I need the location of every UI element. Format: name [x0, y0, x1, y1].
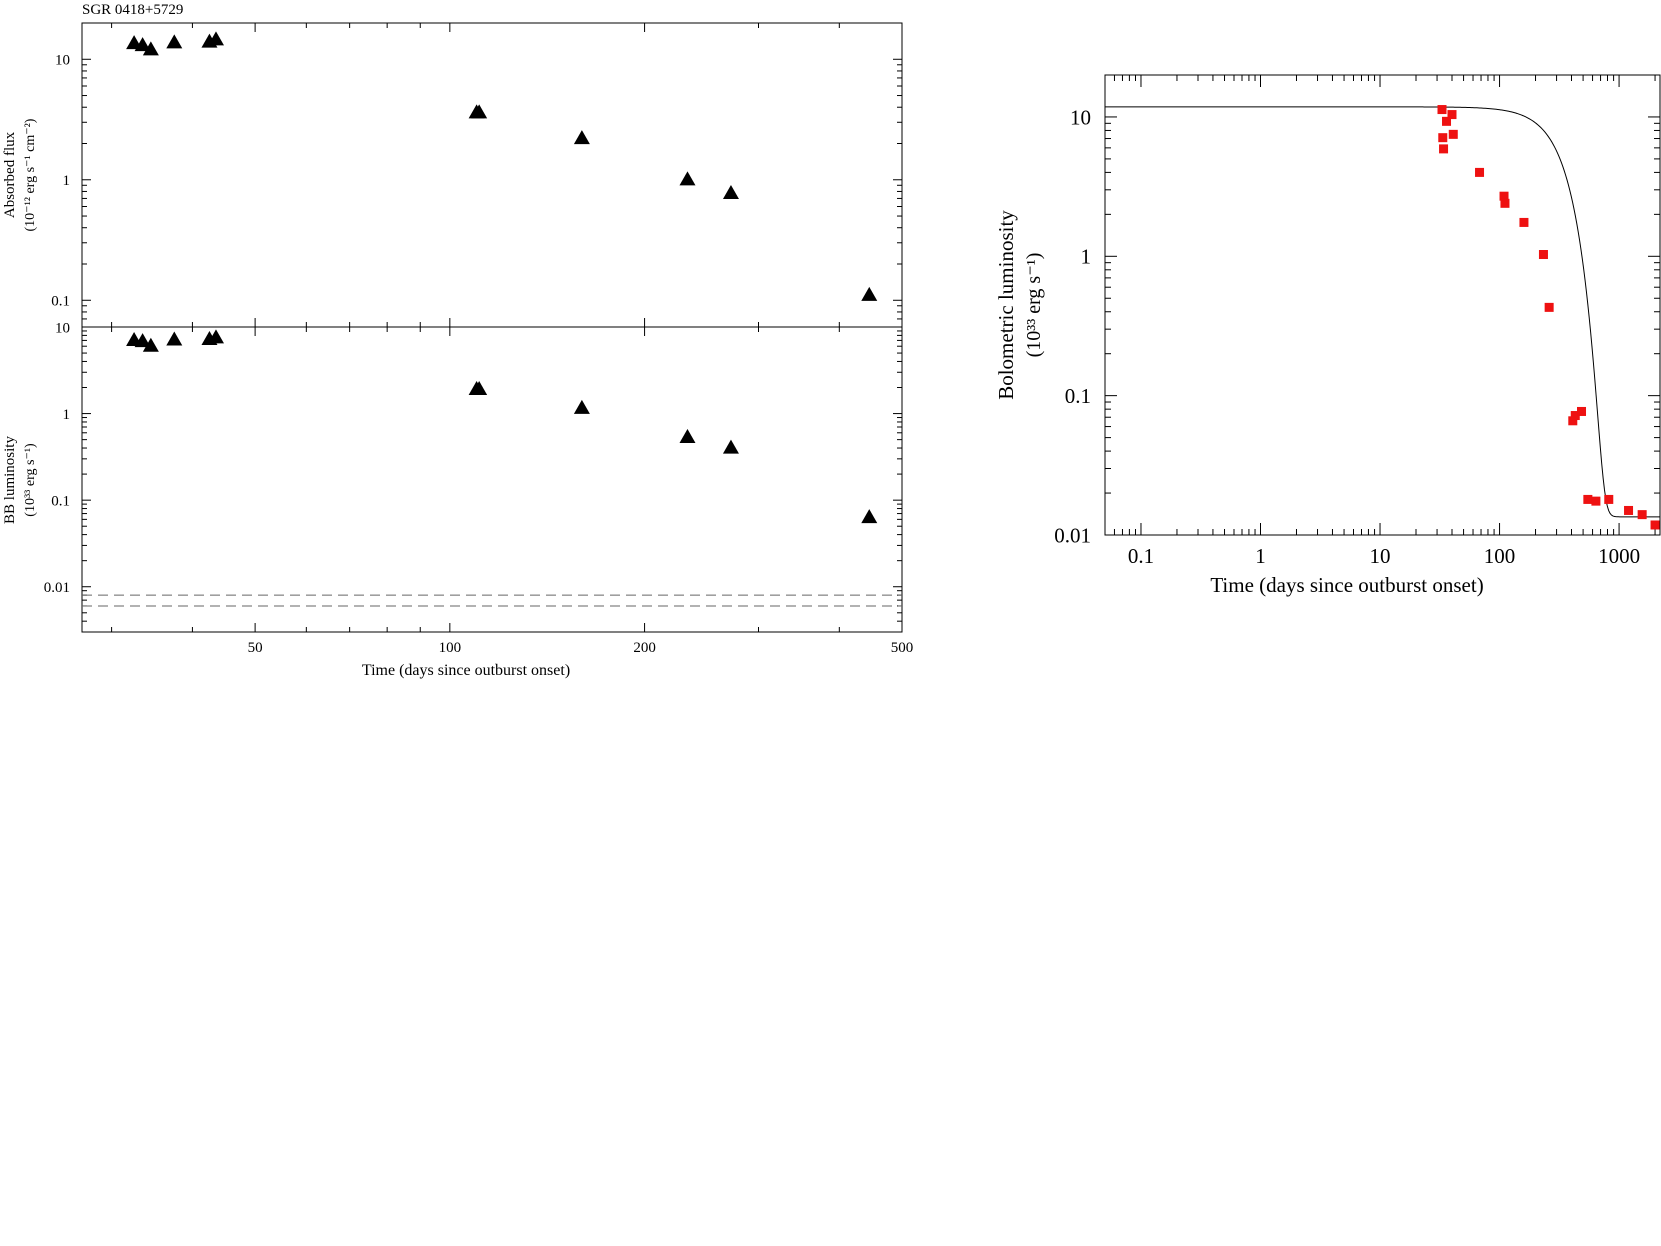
- data-point-square: [1447, 110, 1457, 120]
- data-point-square: [1442, 116, 1452, 126]
- data-point-square: [1544, 302, 1554, 312]
- data-point-triangle: [166, 34, 183, 49]
- bolometric-luminosity-panel: 10 1 0.1 0.01 0.1 1 10 100 1000 Bolometric lumi…: [994, 74, 1661, 597]
- x-tick-label: 1: [1255, 544, 1266, 568]
- data-point-square: [1519, 217, 1529, 227]
- data-point-triangle: [722, 185, 739, 200]
- x-tick-label: 500: [891, 640, 914, 656]
- bolometric-ylabel-units: (10³³ erg s⁻¹): [1023, 253, 1045, 358]
- x-tick-label: 100: [439, 640, 462, 656]
- data-point-square: [1591, 496, 1601, 506]
- data-point-triangle: [861, 286, 878, 301]
- bb-luminosity-ylabel: BB luminosity: [2, 436, 18, 524]
- data-point-triangle: [207, 31, 224, 46]
- data-point-square: [1568, 416, 1578, 426]
- data-point-square: [1538, 250, 1548, 260]
- right-xlabel: Time (days since outburst onset): [1210, 573, 1483, 597]
- data-point-square: [1570, 411, 1580, 421]
- data-point-triangle: [471, 104, 488, 119]
- x-tick-label: 1000: [1598, 544, 1640, 568]
- data-point-triangle: [166, 331, 183, 346]
- x-tick-label: 100: [1484, 544, 1516, 568]
- y-tick-label: 0.01: [44, 580, 70, 596]
- absorbed-flux-ylabel-units: (10⁻¹² erg s⁻¹ cm⁻²): [23, 118, 38, 231]
- data-point-square: [1499, 191, 1509, 201]
- data-point-square: [1624, 505, 1634, 515]
- data-point-square: [1650, 520, 1660, 530]
- x-tick-label: 10: [1370, 544, 1391, 568]
- y-tick-label: 1: [63, 173, 71, 189]
- y-tick-label: 0.1: [1065, 384, 1091, 408]
- data-point-triangle: [679, 171, 696, 186]
- data-point-square: [1439, 144, 1449, 154]
- y-tick-label: 0.1: [51, 294, 70, 310]
- data-point-square: [1437, 105, 1447, 115]
- data-point-triangle: [134, 37, 151, 52]
- bb-luminosity-panel: 10 1 0.1 0.01 50 100 200 500 BB luminosity (10…: [2, 320, 913, 679]
- bb-luminosity-ylabel-units: (10³³ erg s⁻¹): [23, 443, 38, 517]
- data-point-square: [1438, 133, 1448, 143]
- data-point-triangle: [861, 509, 878, 524]
- data-point-square: [1475, 167, 1485, 177]
- data-point-triangle: [722, 439, 739, 454]
- data-point-triangle: [142, 41, 159, 56]
- x-tick-label: 200: [633, 640, 656, 656]
- data-point-triangle: [142, 337, 159, 352]
- y-tick-label: 1: [63, 407, 71, 423]
- model-fit-curve: [1105, 106, 1660, 518]
- y-tick-label: 0.01: [1054, 523, 1091, 547]
- data-point-square: [1448, 129, 1458, 139]
- data-point-triangle: [471, 381, 488, 396]
- bolometric-frame: [1104, 74, 1661, 536]
- data-point-triangle: [573, 130, 590, 145]
- data-point-square: [1583, 494, 1593, 504]
- data-point-square: [1500, 198, 1510, 208]
- chart-title: SGR 0418+5729: [82, 2, 183, 18]
- y-tick-label: 0.1: [51, 493, 70, 509]
- bb-luminosity-frame: [81, 326, 903, 633]
- absorbed-flux-ylabel: Absorbed flux: [2, 131, 18, 218]
- x-tick-label: 50: [248, 640, 263, 656]
- y-tick-label: 10: [1070, 105, 1091, 129]
- y-tick-label: 10: [55, 320, 70, 336]
- data-point-triangle: [207, 329, 224, 344]
- absorbed-flux-panel: SGR 0418+5729 10 1 0.1 Absorbed flux (10⁻¹…: [2, 2, 903, 328]
- data-point-triangle: [573, 399, 590, 414]
- data-point-square: [1637, 510, 1647, 520]
- x-tick-label: 0.1: [1128, 544, 1154, 568]
- data-point-square: [1577, 406, 1587, 416]
- absorbed-flux-frame: [81, 22, 903, 328]
- y-tick-label: 1: [1081, 245, 1092, 269]
- data-point-triangle: [679, 429, 696, 444]
- data-point-triangle: [134, 333, 151, 348]
- data-point-square: [1604, 494, 1614, 504]
- y-tick-label: 10: [55, 53, 70, 69]
- left-xlabel: Time (days since outburst onset): [362, 662, 570, 679]
- bolometric-ylabel: Bolometric luminosity: [994, 210, 1018, 400]
